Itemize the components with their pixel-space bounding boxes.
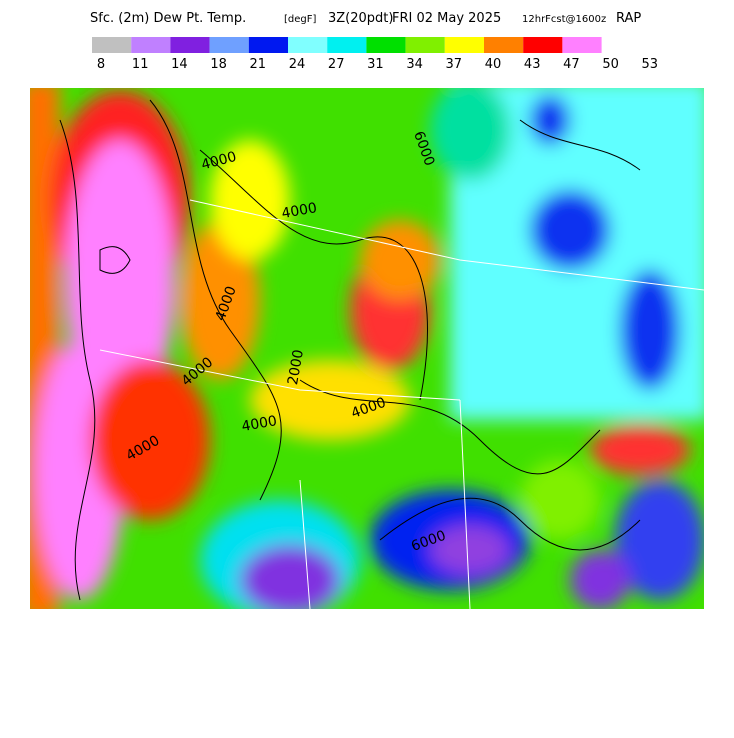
valid-time: 3Z(20pdt) [328,11,393,26]
legend-label: 8 [97,57,105,72]
contour-label: 4000 [240,413,278,435]
legend-label: 11 [132,57,149,72]
legend-swatch [131,37,171,53]
title: Sfc. (2m) Dew Pt. Temp. [degF] 3Z(20pdt)… [90,11,641,26]
legend-label: 18 [210,57,227,72]
legend-label: 27 [328,57,345,72]
units: [degF] [284,14,317,25]
legend-swatch [209,37,249,53]
dewpoint-field [30,88,704,609]
legend-label: 24 [289,57,306,72]
legend-swatch [288,37,328,53]
legend-label: 40 [485,57,502,72]
model: RAP [616,11,641,26]
date: FRI 02 May 2025 [392,11,501,26]
legend-swatch [248,37,288,53]
legend-label: 37 [446,57,463,72]
legend-label: 34 [406,57,423,72]
legend-label: 50 [602,57,619,72]
title-text: Sfc. (2m) Dew Pt. Temp. [90,11,246,26]
contours [59,99,641,601]
legend-swatch [170,37,210,53]
contour-label: 2000 [285,348,307,386]
forecast: 12hrFcst@1600z [522,14,606,25]
legend-swatch [405,37,445,53]
legend-swatch [444,37,484,53]
legend-swatch [366,37,406,53]
legend-swatch [523,37,563,53]
contour-label: 4000 [280,200,318,222]
legend-label: 14 [171,57,188,72]
legend-label: 53 [642,57,659,72]
legend-swatch [92,37,132,53]
legend: 8 11 14 18 21 24 27 31 34 37 40 43 47 50 53 [92,37,658,72]
legend-label: 21 [250,57,267,72]
legend-swatch [562,37,602,53]
legend-label: 31 [367,57,384,72]
legend-swatch [327,37,367,53]
legend-swatch [484,37,524,53]
borders [99,199,704,609]
legend-label: 43 [524,57,541,72]
legend-label: 47 [563,57,580,72]
